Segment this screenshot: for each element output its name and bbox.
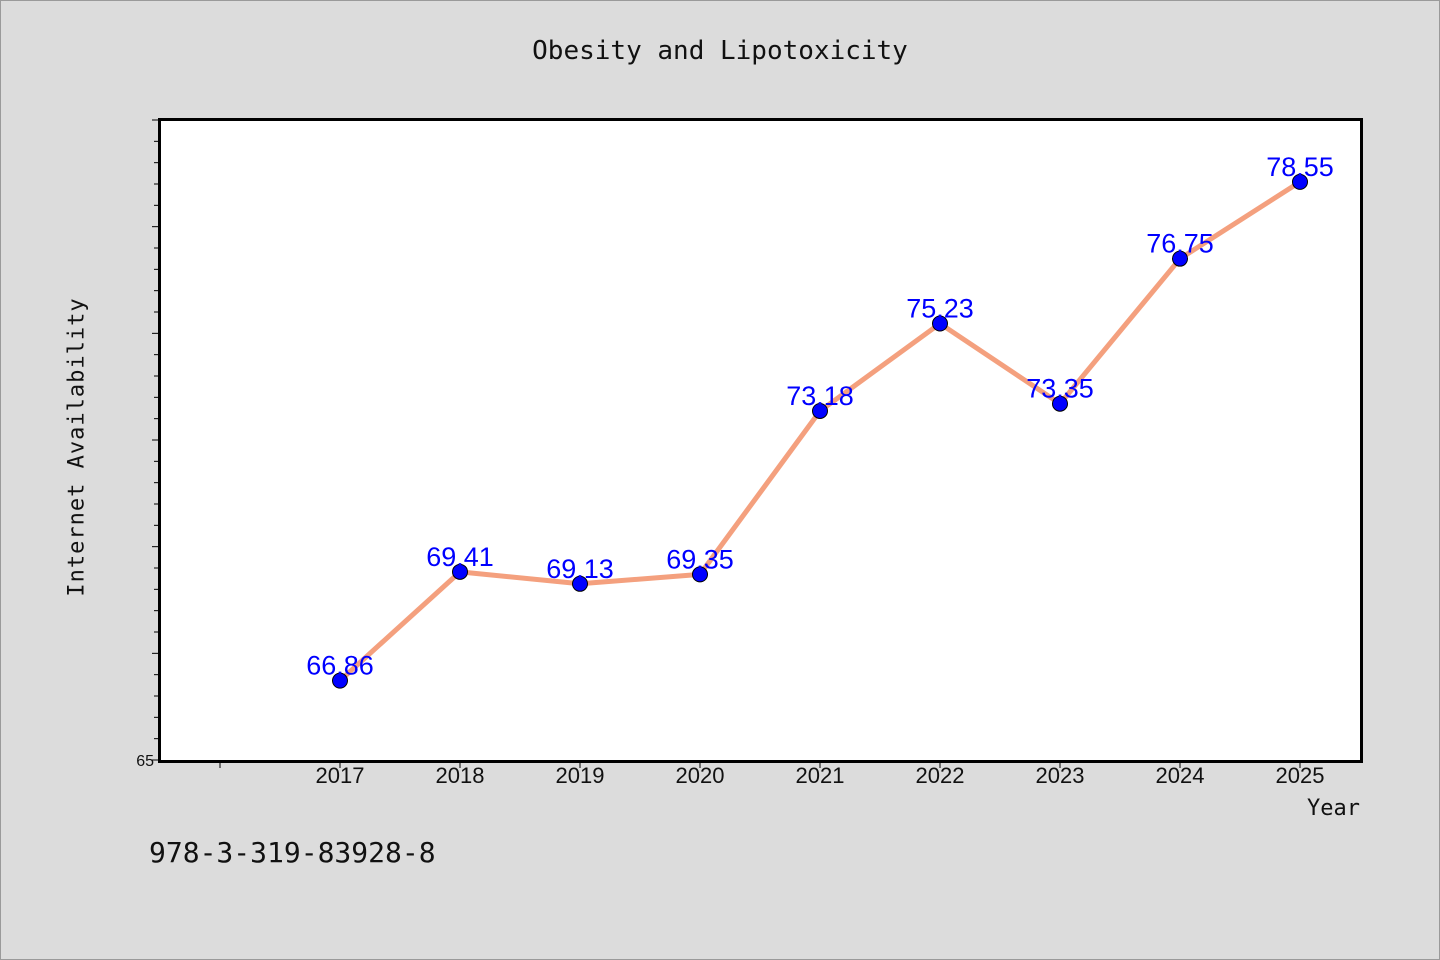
x-tick-label: 2018	[436, 763, 485, 788]
data-point	[572, 575, 588, 592]
data-point	[1172, 250, 1188, 267]
data-label: 78.55	[1266, 152, 1334, 182]
data-point	[812, 402, 828, 419]
data-point	[332, 672, 348, 689]
data-point	[932, 315, 948, 332]
data-label: 66.86	[306, 651, 374, 681]
data-label: 75.23	[906, 294, 974, 324]
x-tick-label: 2024	[1156, 763, 1205, 788]
x-tick-label: 2023	[1036, 763, 1085, 788]
x-tick-label: 2025	[1276, 763, 1325, 788]
x-tick-label: 2020	[676, 763, 725, 788]
data-label: 73.35	[1026, 374, 1094, 404]
plot-area	[158, 118, 1363, 763]
x-tick-label: 2017	[316, 763, 365, 788]
data-label: 73.18	[786, 381, 854, 411]
data-label: 69.35	[666, 544, 734, 574]
data-point	[692, 566, 708, 583]
isbn-text: 978-3-319-83928-8	[149, 836, 436, 869]
data-label: 69.13	[546, 554, 614, 584]
x-tick-label: 2022	[916, 763, 965, 788]
x-tick-label: 2021	[796, 763, 845, 788]
data-label: 69.41	[426, 542, 494, 572]
data-point	[1052, 395, 1068, 412]
chart-title: Obesity and Lipotoxicity	[532, 36, 908, 66]
data-label: 76.75	[1146, 229, 1214, 259]
y-tick-label: 65	[136, 753, 154, 770]
data-point	[1292, 173, 1308, 190]
x-tick-label: 2019	[556, 763, 605, 788]
data-point	[452, 563, 468, 580]
x-axis-label: Year	[1307, 796, 1360, 821]
